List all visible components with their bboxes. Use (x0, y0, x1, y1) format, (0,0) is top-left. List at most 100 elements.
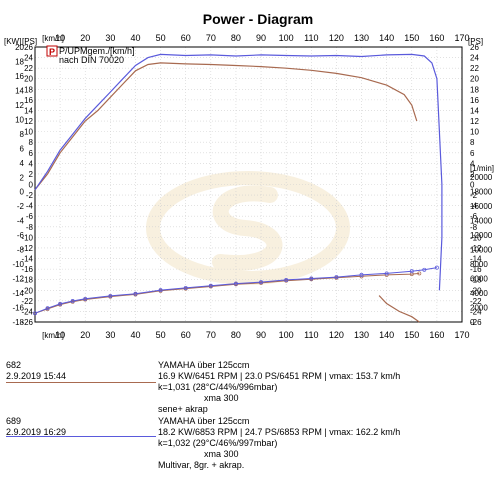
ps-tick-label-right: 22 (470, 64, 479, 73)
ps-tick-label-left: -14 (21, 255, 33, 264)
rpm-tick-label: 12000 (470, 231, 493, 240)
x-tick-label-top: 40 (130, 33, 140, 43)
rpm-point-689 (309, 276, 314, 281)
ps-tick-label-left: 22 (24, 64, 33, 73)
ps-tick-label-left: 20 (24, 75, 33, 84)
power-diagram-chart: Power - Diagram 101020203030404050506060… (4, 11, 494, 340)
run-correction: k=1,031 (28°C/44%/996mbar) (158, 382, 278, 392)
ps-tick-label-left: 14 (24, 106, 33, 115)
chart-grid (35, 46, 463, 323)
legend-item-2: nach DIN 70020 (59, 55, 124, 65)
ps-tick-label-left: 2 (29, 170, 34, 179)
ps-tick-label-right: 20 (470, 75, 479, 84)
x-tick-label-bottom: 50 (156, 330, 166, 340)
kw-tick-label: -2 (17, 202, 25, 211)
ps-tick-label-left: 10 (24, 128, 33, 137)
rpm-tick-label: 20000 (470, 173, 493, 182)
ps-tick-label-right: -26 (470, 318, 482, 327)
rpm-point-689 (434, 265, 439, 270)
rpm-point-689 (133, 291, 138, 296)
ps-tick-label-left: -10 (21, 233, 33, 242)
x-tick-label-bottom: 90 (256, 330, 266, 340)
x-tick-label-top: 100 (279, 33, 294, 43)
ps-tick-label-left: 8 (29, 138, 34, 147)
ps-tick-label-right: -2 (470, 191, 478, 200)
ps-tick-label-left: -8 (26, 223, 34, 232)
x-tick-label-top: 30 (105, 33, 115, 43)
rpm-point-689 (233, 281, 238, 286)
x-tick-label-top: 110 (304, 33, 318, 43)
kw-tick-label: 12 (15, 101, 24, 110)
run-transmission: xma 300 (204, 393, 239, 403)
ps-tick-label-right: -6 (470, 212, 478, 221)
rpm-point-689 (108, 293, 113, 298)
x-tick-label-bottom: 120 (329, 330, 344, 340)
decel-curve-682 (378, 295, 420, 323)
rpm-point-689 (45, 306, 50, 311)
rpm-tick-label: 4000 (470, 289, 488, 298)
ps-tick-label-left: -6 (26, 212, 34, 221)
watermark-logo (146, 171, 350, 285)
legend-icon (46, 45, 58, 57)
power-curve-689 (34, 53, 443, 291)
rpm-point-689 (259, 280, 264, 285)
rpm-tick-label: 10000 (470, 246, 493, 255)
chart-legend: P P/UPMgem./[km/h] nach DIN 70020 (46, 45, 135, 65)
ps-tick-label-left: -12 (21, 244, 33, 253)
rpm-point-689 (284, 278, 289, 282)
series-layer (33, 53, 443, 323)
x-tick-label-bottom: 170 (454, 330, 469, 340)
kw-tick-label: 14 (15, 86, 24, 95)
ps-tick-label-right: 18 (470, 85, 479, 94)
kw-tick-label: -4 (17, 217, 25, 226)
ps-tick-label-right: 24 (470, 54, 479, 63)
x-tick-label-top: 80 (231, 33, 241, 43)
run-notes: sene+ akrap (158, 404, 208, 414)
x-tick-label-bottom: 40 (130, 330, 140, 340)
x-tick-label-bottom: 70 (206, 330, 216, 340)
ps-tick-label-left: 16 (24, 96, 33, 105)
rpm-point-689 (70, 299, 75, 303)
ps-tick-label-right: -12 (470, 244, 482, 253)
ps-tick-label-right: 14 (470, 106, 479, 115)
run-correction: k=1,032 (29°C/46%/997mbar) (158, 438, 278, 448)
run-info-689: 689 2.9.2019 16:29 YAMAHA über 125ccm 18… (6, 416, 494, 474)
kw-tick-label: -12 (12, 275, 24, 284)
x-tick-label-top: 60 (181, 33, 191, 43)
x-tick-label-top: 150 (404, 33, 419, 43)
ps-tick-label-left: -24 (21, 307, 33, 316)
x-tick-label-bottom: 20 (80, 330, 90, 340)
ps-tick-label-right: -14 (470, 255, 482, 264)
x-tick-label-bottom: 80 (231, 330, 241, 340)
ps-tick-label-right: -20 (470, 286, 482, 295)
ps-tick-label-left: -18 (21, 276, 33, 285)
ps-tick-label-left: -2 (26, 191, 34, 200)
power-curve-682 (34, 62, 418, 191)
x-tick-label-bottom: 110 (304, 330, 318, 340)
run-date: 2.9.2019 16:29 (6, 427, 67, 437)
x-tick-label-top: 70 (206, 33, 216, 43)
chart-title: Power - Diagram (203, 11, 313, 27)
run-color-line (6, 382, 156, 383)
run-vehicle: YAMAHA über 125ccm (158, 360, 250, 370)
ps-tick-label-right: 4 (470, 159, 475, 168)
kw-tick-label: 4 (20, 159, 25, 168)
x-tick-label-top: 170 (454, 33, 469, 43)
rpm-point-689 (208, 283, 213, 288)
kw-tick-label: -16 (12, 304, 24, 313)
ps-tick-label-left: 0 (29, 181, 34, 190)
run-info-682: 682 2.9.2019 15:44 YAMAHA über 125ccm 16… (6, 360, 494, 414)
ps-tick-label-right: -16 (470, 265, 482, 274)
rpm-tick-label: 0 (470, 318, 475, 327)
ps-tick-label-left: 18 (24, 85, 33, 94)
rpm-point-689 (409, 269, 414, 274)
ps-tick-label-left: -16 (21, 265, 33, 274)
ps-tick-label-left: 26 (24, 43, 33, 52)
rpm-point-689 (334, 275, 339, 279)
run-color-line (6, 436, 156, 437)
rpm-tick-label: 18000 (470, 188, 493, 197)
rpm-point-689 (83, 296, 88, 301)
ps-tick-label-left: -26 (21, 318, 33, 327)
kw-axis-unit: [KW] (4, 37, 21, 46)
x-tick-label-top: 120 (329, 33, 344, 43)
